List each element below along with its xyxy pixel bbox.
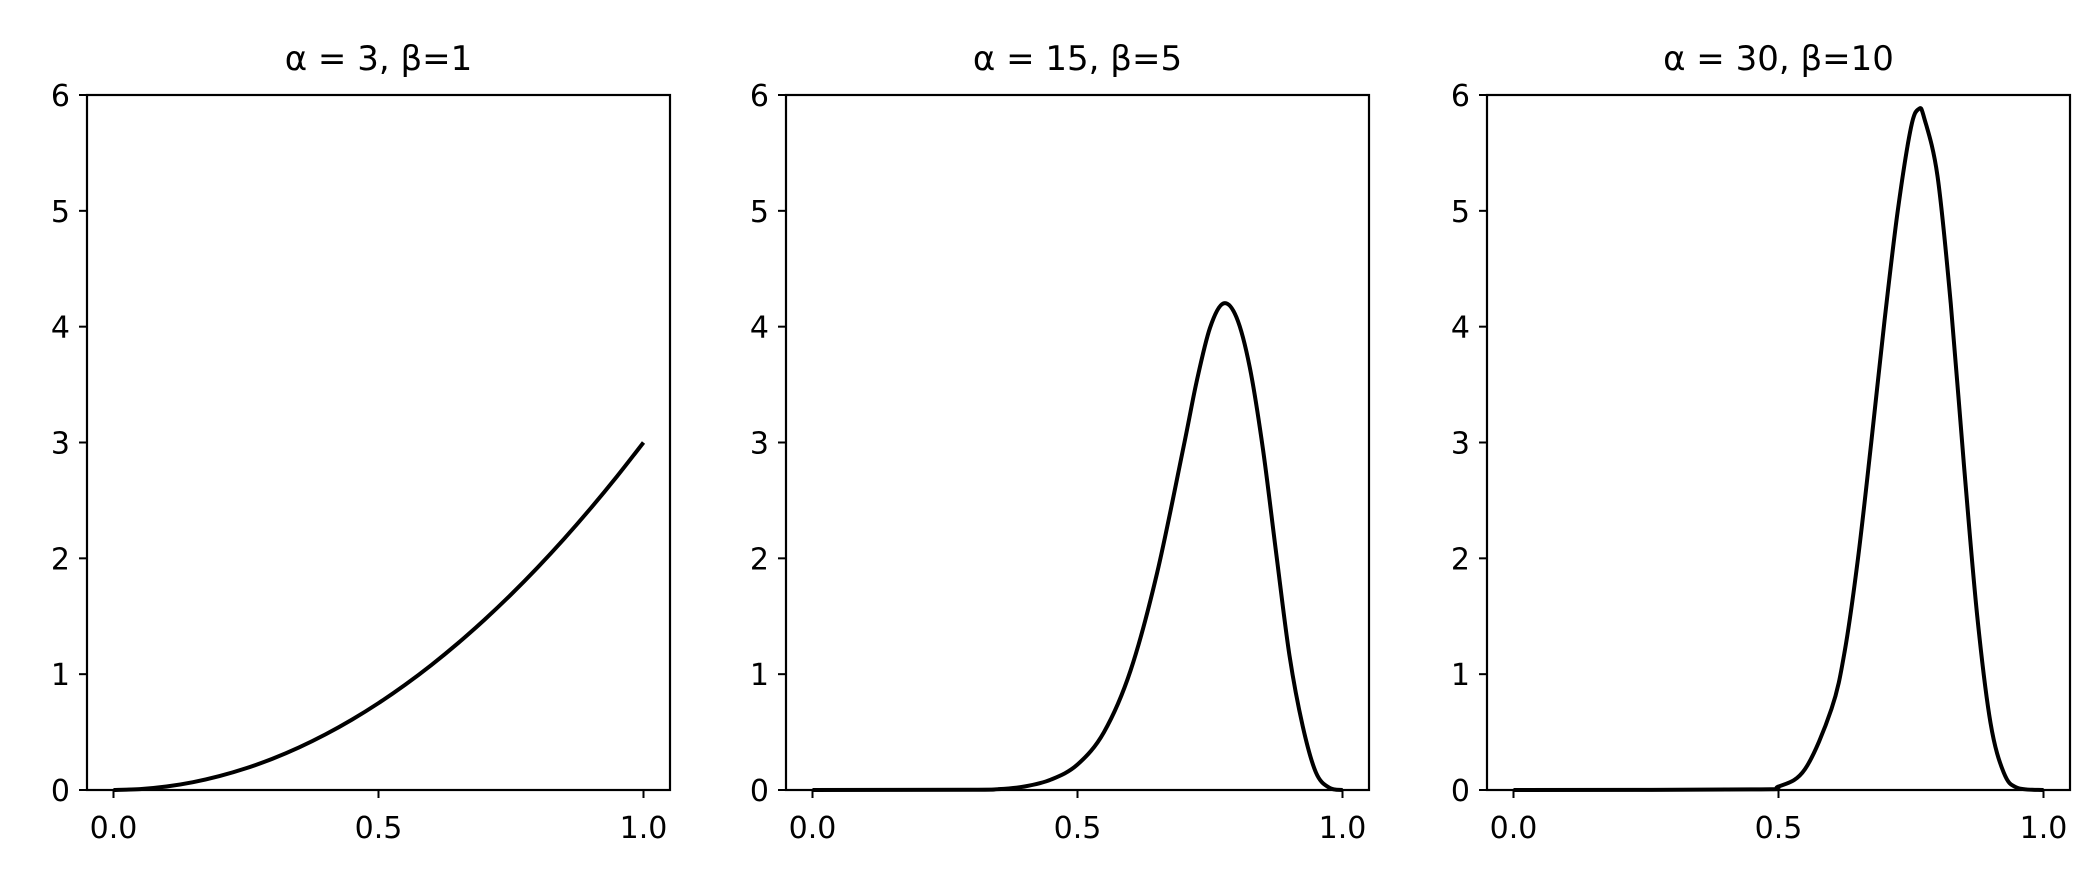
x-tick-label: 0.5 [1054, 811, 1102, 846]
y-tick-label: 6 [750, 79, 769, 114]
y-tick-label: 2 [1451, 542, 1470, 577]
y-tick-label: 5 [750, 195, 769, 230]
x-tick-label: 1.0 [620, 811, 668, 846]
x-tick-label: 0.5 [1755, 811, 1803, 846]
subplot-title: α = 30, β=10 [1663, 39, 1894, 79]
y-tick-label: 5 [51, 195, 70, 230]
x-tick-label: 0.0 [1490, 811, 1538, 846]
y-tick-label: 4 [51, 311, 70, 346]
y-tick-label: 1 [750, 658, 769, 693]
y-tick-label: 0 [51, 774, 70, 809]
subplot-title: α = 15, β=5 [973, 39, 1182, 79]
x-tick-label: 1.0 [2020, 811, 2068, 846]
y-tick-label: 3 [750, 427, 769, 462]
y-tick-label: 2 [750, 542, 769, 577]
density-curve [1513, 106, 2044, 792]
y-tick-label: 6 [1451, 79, 1470, 114]
axes-frame [85, 93, 672, 792]
y-tick-label: 0 [1451, 774, 1470, 809]
y-tick-label: 3 [1451, 427, 1470, 462]
subplot-1: α = 3, β=1 0 1 2 3 4 5 6 0.0 0.5 1.0 [51, 39, 672, 846]
y-tick-label: 1 [1451, 658, 1470, 693]
y-tick-label: 4 [1451, 311, 1470, 346]
subplot-title: α = 3, β=1 [285, 39, 473, 79]
axes-frame [784, 93, 1371, 792]
x-tick-label: 1.0 [1319, 811, 1367, 846]
y-tick-label: 1 [51, 658, 70, 693]
x-tick-label: 0.0 [789, 811, 837, 846]
y-tick-label: 2 [51, 542, 70, 577]
y-tick-label: 4 [750, 311, 769, 346]
axes-frame [1485, 93, 2072, 792]
y-tick-label: 5 [1451, 195, 1470, 230]
y-tick-label: 0 [750, 774, 769, 809]
subplot-3: α = 30, β=10 0 1 2 3 4 5 6 0.0 0.5 1.0 [1451, 39, 2072, 846]
x-tick-label: 0.5 [355, 811, 403, 846]
y-tick-label: 6 [51, 79, 70, 114]
x-tick-label: 0.0 [90, 811, 138, 846]
subplot-2: α = 15, β=5 0 1 2 3 4 5 6 0.0 0.5 1.0 [750, 39, 1371, 846]
density-curve [113, 441, 646, 792]
density-curve [812, 301, 1343, 792]
y-tick-label: 3 [51, 427, 70, 462]
